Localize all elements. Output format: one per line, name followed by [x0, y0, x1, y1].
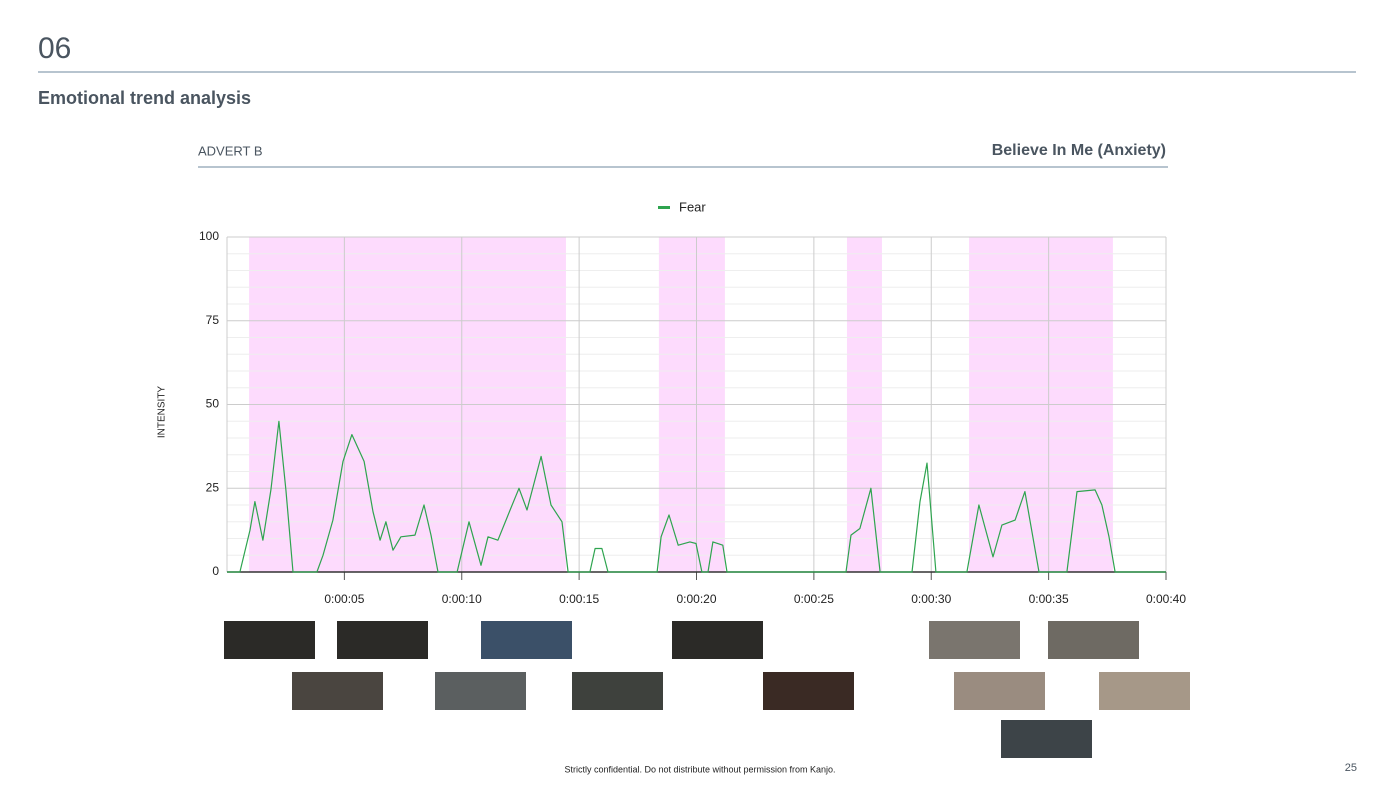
thumbnail — [1001, 720, 1092, 758]
y-axis-label: INTENSITY — [157, 386, 168, 439]
thumbnail — [337, 621, 428, 659]
x-tick-label: 0:00:05 — [324, 592, 364, 606]
line — [227, 420, 1166, 573]
y-tick-label: 50 — [206, 397, 220, 411]
footer: Strictly confidential. Do not distribute… — [564, 764, 835, 774]
y-tick-label: 25 — [206, 480, 220, 494]
section-number: 06 — [38, 32, 71, 65]
chart-title: Believe In Me (Anxiety) — [992, 142, 1166, 159]
thumbnail — [481, 621, 572, 659]
thumbnail — [572, 672, 663, 710]
thumbnail — [672, 621, 763, 659]
y-tick-label: 75 — [206, 313, 220, 327]
x-tick-label: 0:00:35 — [1029, 592, 1069, 606]
thumbnail — [435, 672, 526, 710]
x-tick-label: 0:00:25 — [794, 592, 834, 606]
legend-swatch — [658, 206, 670, 209]
thumbnail — [1048, 621, 1139, 659]
page-number: 25 — [1345, 762, 1357, 774]
legend-label: Fear — [679, 199, 706, 214]
thumbnail — [292, 672, 383, 710]
thumbnails — [224, 621, 1190, 758]
thumbnail — [929, 621, 1020, 659]
x-tick-label: 0:00:15 — [559, 592, 599, 606]
y-tick-label: 0 — [212, 564, 219, 578]
x-tick-label: 0:00:10 — [442, 592, 482, 606]
thumbnail — [954, 672, 1045, 710]
thumbnail — [1099, 672, 1190, 710]
x-tick-label: 0:00:30 — [911, 592, 951, 606]
heading: Emotional trend analysis — [38, 88, 251, 108]
thumbnail — [224, 621, 315, 659]
thumbnail — [763, 672, 854, 710]
advert-label: ADVERT B — [198, 143, 263, 158]
x-tick-label: 0:00:40 — [1146, 592, 1186, 606]
y-tick-label: 100 — [199, 229, 219, 243]
x-tick-label: 0:00:20 — [676, 592, 716, 606]
